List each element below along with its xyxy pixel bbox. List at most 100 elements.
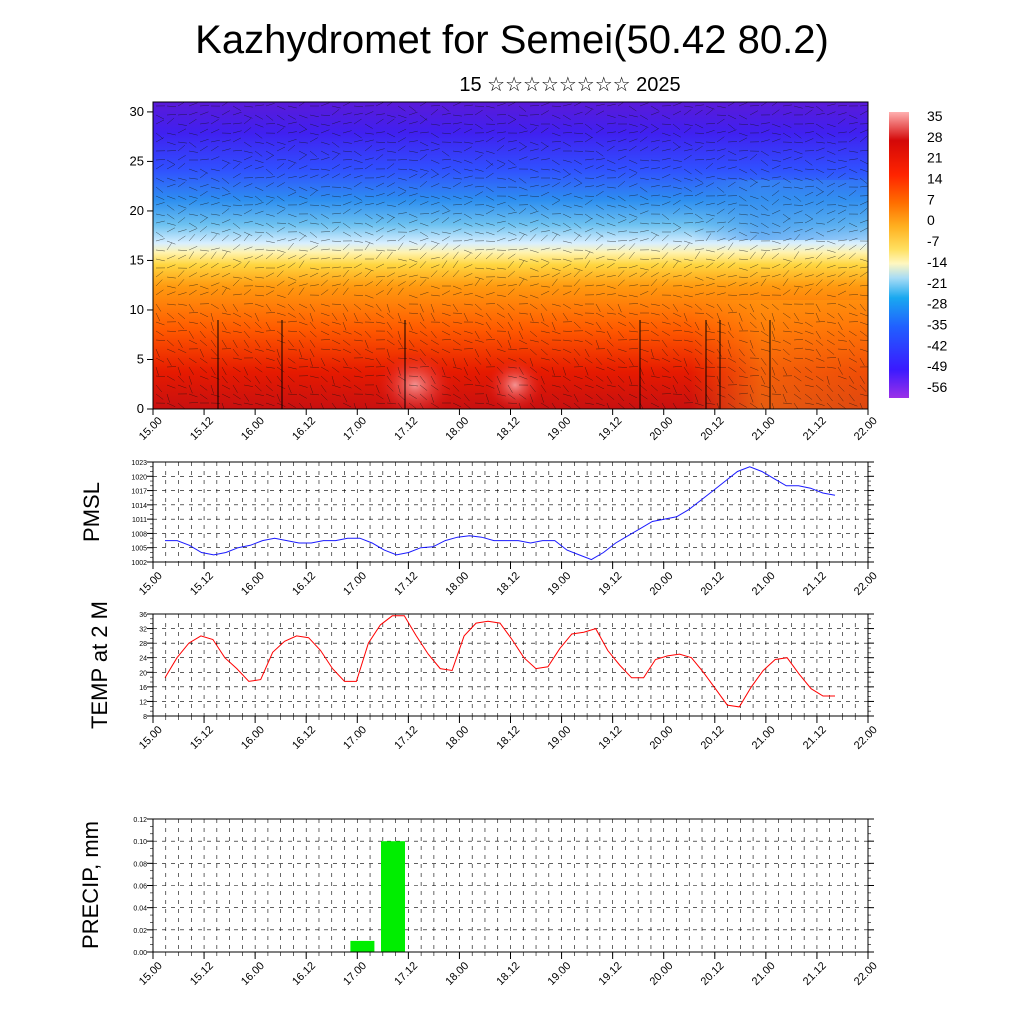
wind-barb: [375, 141, 386, 143]
wind-barb: [738, 239, 748, 242]
wind-barb: [562, 258, 572, 262]
x-tick-label: 18.12: [494, 960, 522, 988]
wind-barb: [694, 339, 702, 347]
wind-barb: [639, 393, 648, 400]
wind-barb: [232, 159, 242, 163]
wind-barb: [254, 234, 262, 242]
wind-barb: [595, 384, 605, 390]
wind-barb: [320, 303, 330, 307]
wind-barb: [452, 339, 461, 346]
wind-barb: [672, 274, 682, 278]
wind-barb: [584, 185, 594, 188]
wind-barb: [353, 150, 362, 157]
wind-barb: [749, 177, 758, 184]
wind-barb: [639, 267, 649, 271]
wind-barb: [551, 384, 561, 388]
wind-barb: [430, 384, 439, 391]
wind-barb: [716, 274, 726, 278]
wind-barb: [221, 192, 231, 197]
wind-barb: [771, 240, 781, 244]
wind-barb: [815, 208, 824, 215]
wind-barb: [804, 201, 814, 206]
wind-barb: [606, 168, 616, 172]
wind-barb: [661, 201, 671, 206]
wind-barb: [353, 312, 359, 322]
wind-barb: [837, 321, 843, 331]
wind-barb: [287, 330, 298, 332]
wind-barb: [760, 249, 771, 251]
wind-barb: [826, 348, 835, 355]
wind-barb: [342, 348, 352, 354]
wind-barb: [617, 181, 626, 188]
wind-barb: [441, 210, 451, 215]
wind-barb: [650, 339, 660, 342]
wind-barb: [661, 348, 668, 357]
wind-barb: [419, 181, 428, 188]
wind-barb: [342, 252, 350, 260]
wind-barb: [430, 183, 440, 188]
wind-barb: [716, 393, 726, 398]
wind-barb: [419, 231, 428, 237]
wind-barb: [529, 157, 539, 161]
wind-barb: [540, 263, 549, 269]
wind-barb: [210, 348, 218, 356]
wind-barb: [551, 278, 558, 287]
wind-barb: [507, 253, 516, 260]
wind-barb: [485, 186, 494, 193]
wind-barb: [628, 284, 638, 287]
wind-barb: [375, 217, 384, 224]
wind-barb: [331, 195, 341, 198]
wind-barb: [650, 249, 660, 252]
wind-barb: [837, 357, 842, 367]
wind-barb: [628, 265, 638, 269]
wind-barb: [562, 366, 567, 376]
wind-barb: [155, 393, 164, 400]
wind-barb: [694, 375, 702, 383]
wind-barb: [837, 195, 847, 200]
wind-barb: [562, 123, 572, 127]
wind-barb: [441, 236, 450, 242]
wind-barb: [738, 222, 748, 225]
wind-barb: [287, 163, 296, 170]
wind-barb: [716, 330, 726, 334]
x-tick-label: 15.00: [137, 724, 165, 752]
wind-barb: [584, 123, 593, 130]
wind-barb: [331, 283, 341, 287]
wind-barb: [606, 321, 613, 330]
wind-barb: [760, 213, 770, 216]
wind-barb: [254, 104, 264, 107]
wind-barb: [694, 292, 704, 296]
wind-barb: [331, 120, 341, 125]
wind-barb: [804, 321, 813, 327]
wind-barb: [694, 265, 704, 269]
wind-barb: [375, 193, 385, 197]
x-tick-label: 15.00: [137, 960, 165, 988]
wind-barb: [474, 339, 484, 343]
wind-barb: [584, 132, 593, 139]
wind-barb: [166, 222, 176, 226]
wind-barb: [397, 145, 406, 152]
wind-barb: [540, 285, 550, 288]
wind-barb: [375, 263, 385, 269]
wind-barb: [452, 159, 462, 163]
x-tick-label: 18.12: [494, 724, 522, 752]
wind-barb: [727, 339, 731, 349]
wind-barb: [199, 213, 209, 219]
wind-barb: [320, 339, 331, 341]
wind-barb: [474, 168, 484, 172]
wind-barb: [683, 186, 692, 192]
wind-barb: [595, 150, 604, 157]
wind-barb: [309, 213, 318, 220]
wind-barb: [353, 303, 362, 310]
x-tick-label: 21.00: [750, 960, 778, 988]
wind-barb: [232, 375, 240, 383]
wind-barb: [683, 258, 693, 262]
wind-barb: [584, 199, 593, 206]
wind-barb: [661, 384, 671, 390]
wind-barb: [551, 393, 560, 400]
wind-barb: [276, 227, 285, 233]
wind-barb: [364, 374, 375, 377]
wind-barb: [210, 273, 220, 278]
x-tick-label: 15.00: [137, 415, 165, 443]
colorbar-label: 35: [927, 108, 943, 124]
